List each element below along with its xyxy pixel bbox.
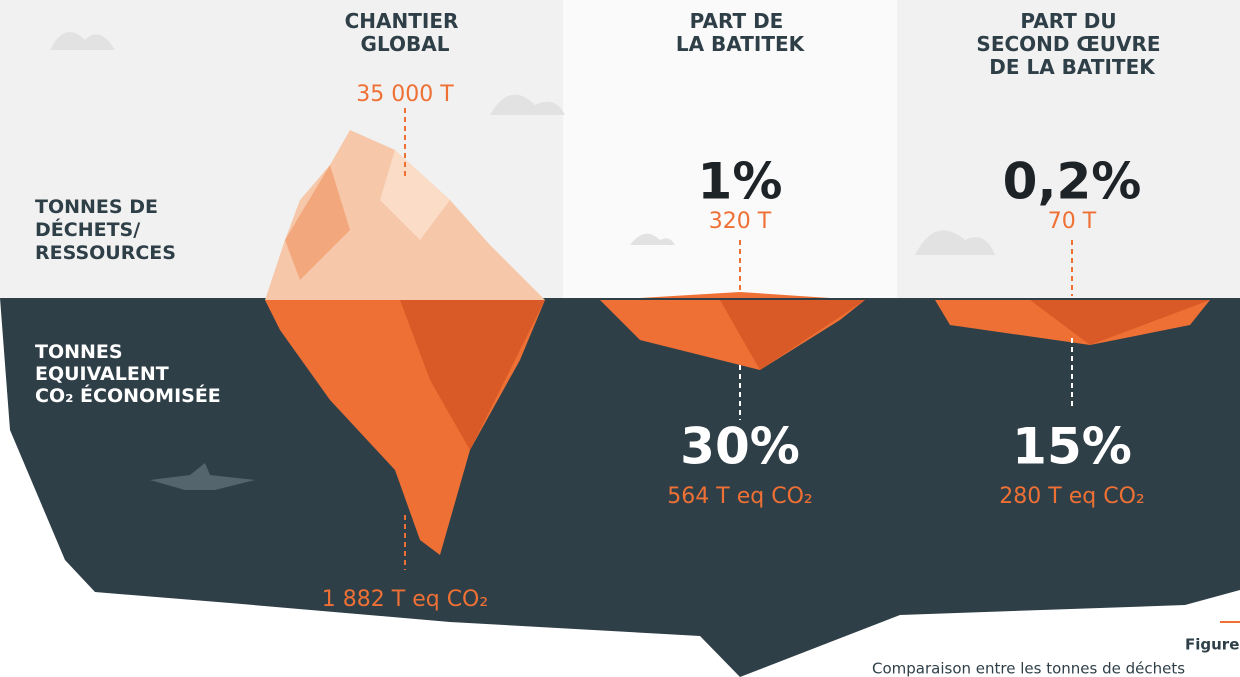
bottom-share: 15% <box>1012 418 1132 476</box>
top-share: 0,2% <box>1003 153 1142 211</box>
row-label-line: EQUIVALENT <box>35 363 169 385</box>
bottom-value: 1 882 T eq CO₂ <box>322 587 488 612</box>
row-label-line: RESSOURCES <box>35 242 176 264</box>
title-line: DE LA BATITEK <box>989 55 1156 79</box>
top-value: 35 000 T <box>356 82 454 107</box>
column-title: PART DE LA BATITEK <box>676 9 806 56</box>
bottom-value: 564 T eq CO₂ <box>667 484 812 509</box>
top-value: 320 T <box>709 209 772 234</box>
title-line: PART DE <box>690 9 784 33</box>
title-line: PART DU <box>1020 9 1116 33</box>
row-label-line: TONNES <box>35 341 123 363</box>
title-line: LA BATITEK <box>676 32 806 56</box>
column-title: CHANTIER GLOBAL <box>345 9 466 56</box>
top-value: 70 T <box>1048 209 1097 234</box>
row-label-line: DÉCHETS/ <box>35 218 140 241</box>
bottom-value: 280 T eq CO₂ <box>999 484 1144 509</box>
row-label-line: CO₂ ÉCONOMISÉE <box>35 384 221 407</box>
top-share: 1% <box>698 153 783 211</box>
bottom-share: 30% <box>680 418 800 476</box>
row-label-line: TONNES DE <box>35 196 158 218</box>
figure-label: Figure 4 <box>1185 636 1240 654</box>
title-line: GLOBAL <box>361 32 450 56</box>
title-line: CHANTIER <box>345 9 459 33</box>
title-line: SECOND ŒUVRE <box>976 32 1160 56</box>
infographic: TONNES DE DÉCHETS/ RESSOURCES TONNES EQU… <box>0 0 1240 677</box>
figure-caption: Comparaison entre les tonnes de déchets <box>872 660 1185 677</box>
